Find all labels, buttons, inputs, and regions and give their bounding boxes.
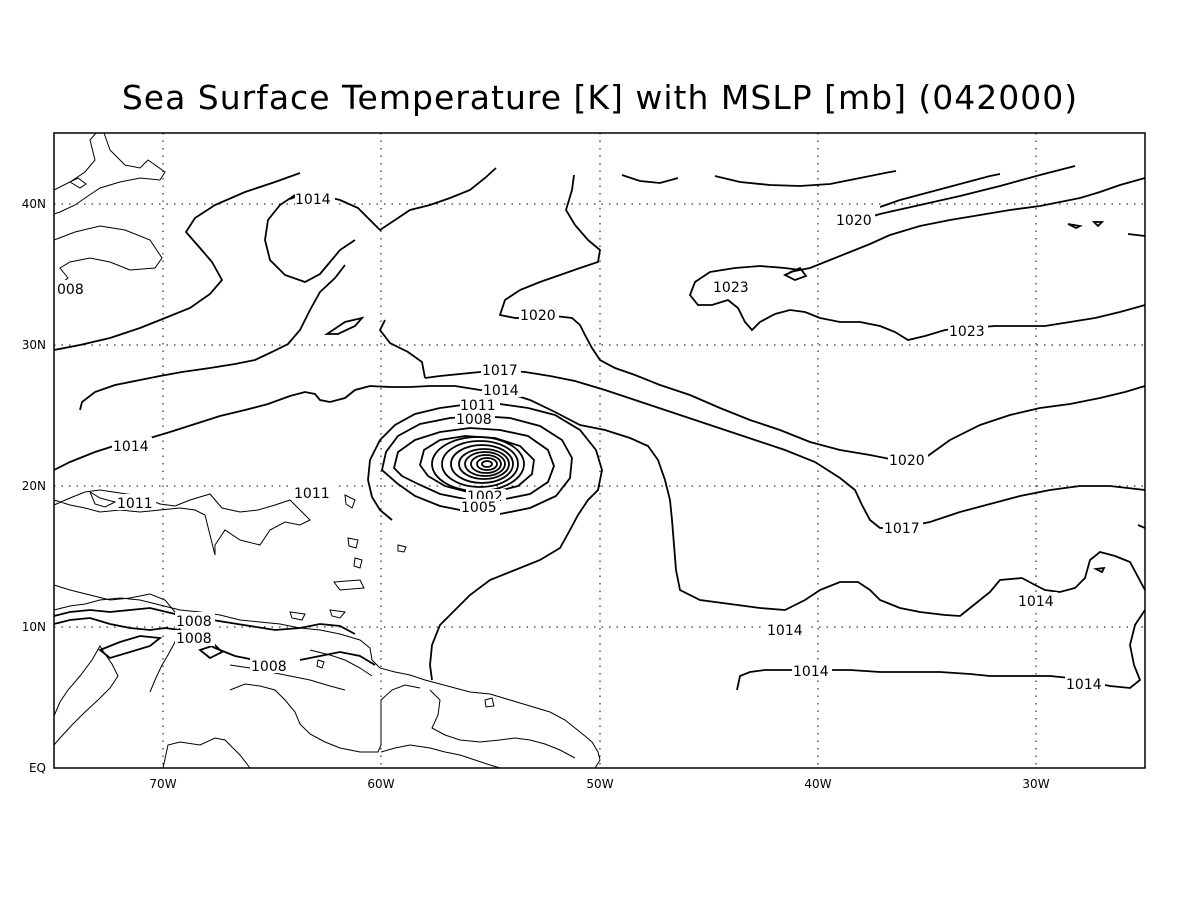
contour-label: 1011 [117, 496, 153, 512]
y-axis-ticks: EQ 10N 20N 30N 40N [22, 197, 46, 775]
contour-label: 1023 [713, 280, 749, 296]
contour-label: 1008 [176, 631, 212, 647]
x-tick-label: 50W [586, 777, 613, 791]
contour-label: 1008 [176, 614, 212, 630]
contour-label: 1017 [884, 521, 920, 537]
x-axis-ticks: 70W 60W 50W 40W 30W [149, 777, 1049, 791]
contour-label: 1011 [294, 486, 330, 502]
contour-label: 008 [57, 282, 84, 298]
x-tick-label: 70W [149, 777, 176, 791]
map-title: Sea Surface Temperature [K] with MSLP [m… [121, 78, 1079, 117]
contour-label: 1008 [456, 412, 492, 428]
x-tick-label: 30W [1022, 777, 1049, 791]
y-tick-label: 20N [22, 479, 46, 493]
contour-label: 1014 [793, 664, 829, 680]
contour-label: 1008 [251, 659, 287, 675]
contour-label: 1014 [483, 383, 519, 399]
y-tick-label: EQ [29, 761, 46, 775]
contour-label: 1020 [836, 213, 872, 229]
y-tick-label: 10N [22, 620, 46, 634]
contour-label: 1014 [295, 192, 331, 208]
contour-label: 1014 [113, 439, 149, 455]
contour-label: 1014 [767, 623, 803, 639]
coastlines [53, 132, 601, 769]
y-tick-label: 40N [22, 197, 46, 211]
map-frame [53, 132, 1146, 769]
isobars [53, 165, 1146, 691]
contour-label: 1014 [1018, 594, 1054, 610]
contour-label: 1023 [949, 324, 985, 340]
contour-label: 1017 [482, 363, 518, 379]
lat-lon-grid [54, 133, 1145, 768]
contour-label: 1005 [461, 500, 497, 516]
contour-label: 1020 [520, 308, 556, 324]
y-tick-label: 30N [22, 338, 46, 352]
x-tick-label: 40W [804, 777, 831, 791]
x-tick-label: 60W [367, 777, 394, 791]
contour-label: 1020 [889, 453, 925, 469]
contour-labels: 1014 008 1020 1023 1023 1020 1017 1014 1… [56, 190, 1105, 693]
contour-label: 1014 [1066, 677, 1102, 693]
